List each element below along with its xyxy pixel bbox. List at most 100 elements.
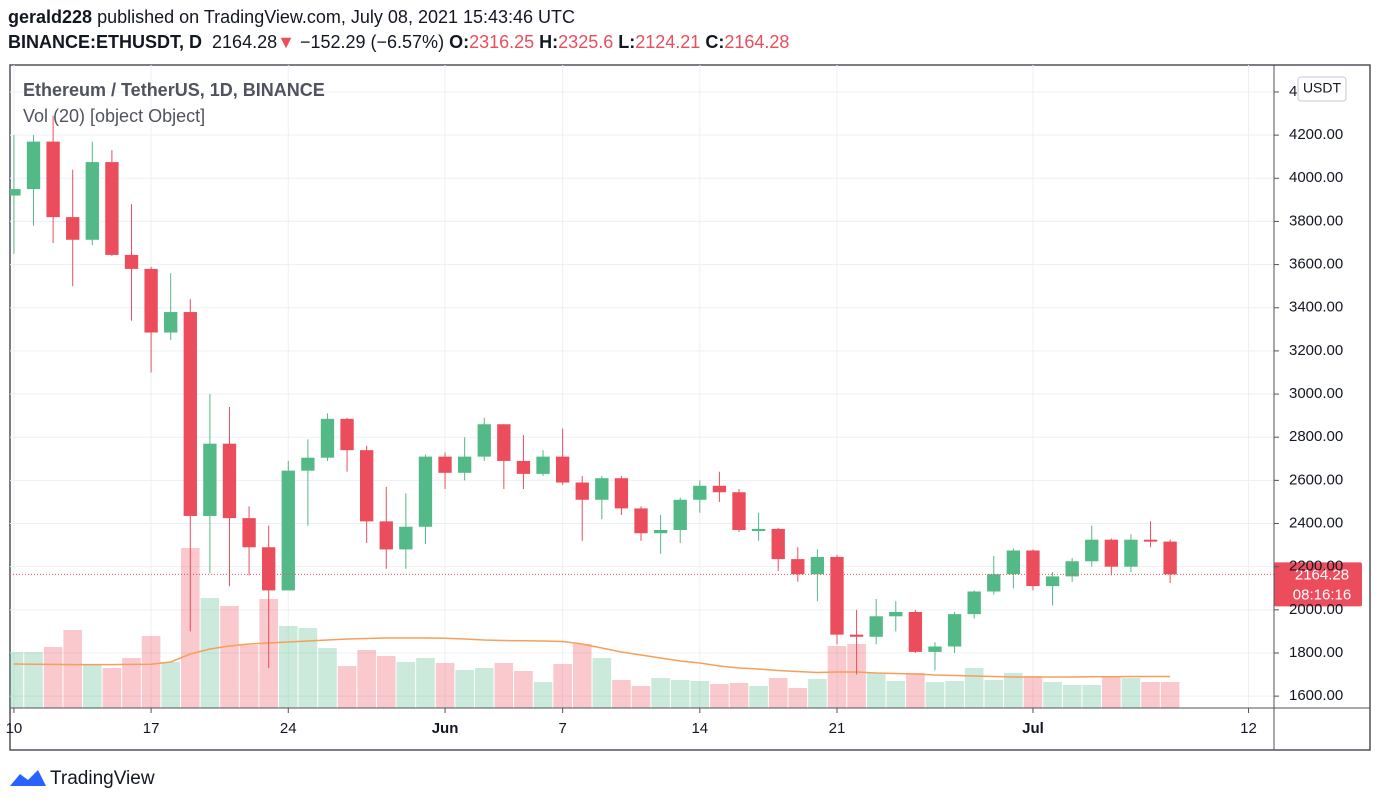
y-tick-label: 2600.00 bbox=[1289, 471, 1343, 488]
volume-bar bbox=[514, 671, 533, 708]
y-tick-label: 3800.00 bbox=[1289, 212, 1343, 229]
candle-body bbox=[849, 634, 864, 637]
candle-body bbox=[46, 141, 60, 218]
candle-body bbox=[1163, 541, 1177, 575]
volume-bar bbox=[808, 679, 827, 708]
h-value: 2325.6 bbox=[558, 32, 614, 52]
candle-body bbox=[830, 556, 844, 635]
volume-bar bbox=[710, 684, 729, 708]
candle-body bbox=[281, 470, 295, 591]
x-tick-label: 21 bbox=[829, 720, 846, 737]
y-tick-label: 2800.00 bbox=[1289, 428, 1343, 445]
volume-bar bbox=[906, 673, 925, 708]
volume-bar bbox=[298, 628, 318, 708]
candle-body bbox=[1143, 539, 1158, 542]
volume-bar bbox=[964, 668, 984, 708]
x-tick-label: 14 bbox=[691, 720, 708, 737]
currency: USDT bbox=[1303, 80, 1342, 96]
change: −152.29 (−6.57%) bbox=[299, 32, 445, 52]
c-label: C: bbox=[705, 32, 725, 52]
volume-bar bbox=[670, 680, 690, 708]
candle-body bbox=[516, 460, 531, 474]
candle-body bbox=[340, 418, 354, 451]
candle-body bbox=[26, 141, 41, 190]
candle-body bbox=[595, 478, 609, 500]
candle-body bbox=[908, 611, 923, 652]
volume-bar bbox=[788, 688, 808, 708]
candle-body bbox=[751, 528, 766, 532]
o-label: O: bbox=[449, 32, 470, 52]
candle-body bbox=[614, 478, 629, 509]
candle-body bbox=[732, 492, 746, 530]
currency-box bbox=[1297, 76, 1347, 102]
candle-body bbox=[791, 559, 805, 575]
volume-bar bbox=[690, 681, 710, 708]
volume-bar bbox=[318, 648, 337, 708]
x-tick-label: 7 bbox=[558, 720, 566, 737]
candle-body bbox=[947, 614, 962, 647]
candle-body bbox=[1026, 550, 1040, 587]
y-tick-label: 4200.00 bbox=[1289, 126, 1343, 143]
volume-bar bbox=[1043, 682, 1062, 708]
volume-bar bbox=[396, 662, 416, 708]
y-tick-label: 2000.00 bbox=[1289, 601, 1343, 618]
volume-bar bbox=[494, 663, 514, 708]
volume-bar bbox=[435, 663, 455, 708]
quote-line: BINANCE:ETHUSDT, D 2164.28▼ −152.29 (−6.… bbox=[8, 32, 789, 53]
volume-bar bbox=[886, 681, 906, 708]
candle-body bbox=[712, 485, 727, 493]
o-value: 2316.25 bbox=[469, 32, 535, 52]
volume-bar bbox=[925, 682, 945, 708]
volume-bar bbox=[455, 670, 474, 708]
last: 2164.28 bbox=[212, 32, 278, 52]
x-tick-label: Jul bbox=[1022, 720, 1044, 737]
volume-bar bbox=[749, 686, 768, 708]
y-tick-label: 3600.00 bbox=[1289, 256, 1343, 273]
candle-body bbox=[653, 529, 668, 534]
volume-bar bbox=[729, 683, 749, 708]
candle-body bbox=[164, 312, 178, 333]
candle-body bbox=[1124, 539, 1138, 567]
candle-body bbox=[242, 518, 256, 548]
candle-body bbox=[810, 556, 825, 575]
l-value: 2124.21 bbox=[635, 32, 701, 52]
volume-bar bbox=[1004, 673, 1023, 708]
candle-body bbox=[10, 189, 21, 196]
candle-body bbox=[320, 418, 335, 458]
candle-body bbox=[869, 616, 883, 637]
x-tick-label: 12 bbox=[1240, 720, 1257, 737]
volume-bar bbox=[10, 652, 24, 708]
volume-bar bbox=[1082, 685, 1102, 708]
candle-body bbox=[928, 646, 942, 652]
volume-bar bbox=[1121, 678, 1141, 708]
volume-bar bbox=[376, 656, 396, 708]
chart-title: Ethereum / TetherUS, 1D, BINANCE bbox=[23, 80, 325, 100]
publish-line: gerald228 published on TradingView.com, … bbox=[8, 7, 575, 28]
y-tick-label: 3000.00 bbox=[1289, 385, 1343, 402]
last-price-label: 2164.28 bbox=[1295, 566, 1349, 583]
h-label: H: bbox=[539, 32, 559, 52]
volume-bar bbox=[161, 662, 180, 708]
candle-body bbox=[438, 456, 452, 473]
volume-bar bbox=[337, 666, 357, 708]
candle-body bbox=[889, 611, 903, 617]
volume-bar bbox=[768, 678, 788, 708]
volume-bar bbox=[984, 680, 1004, 708]
volume-bar bbox=[572, 644, 592, 708]
volume-bar bbox=[945, 681, 964, 708]
last-price-box bbox=[1274, 562, 1362, 607]
plot bbox=[10, 115, 1180, 708]
y-tick-label: 4000.00 bbox=[1289, 169, 1343, 186]
y-tick-label: 3200.00 bbox=[1289, 342, 1343, 359]
c-value: 2164.28 bbox=[724, 32, 790, 52]
volume-bar bbox=[533, 682, 553, 708]
candle-body bbox=[85, 162, 99, 240]
volume-bar bbox=[1160, 682, 1180, 708]
candle-body bbox=[967, 591, 981, 615]
candle-body bbox=[379, 521, 393, 550]
user: gerald228 bbox=[8, 7, 93, 27]
logo bbox=[10, 770, 46, 786]
candle-body bbox=[1104, 539, 1119, 567]
volume-bar bbox=[122, 658, 141, 708]
